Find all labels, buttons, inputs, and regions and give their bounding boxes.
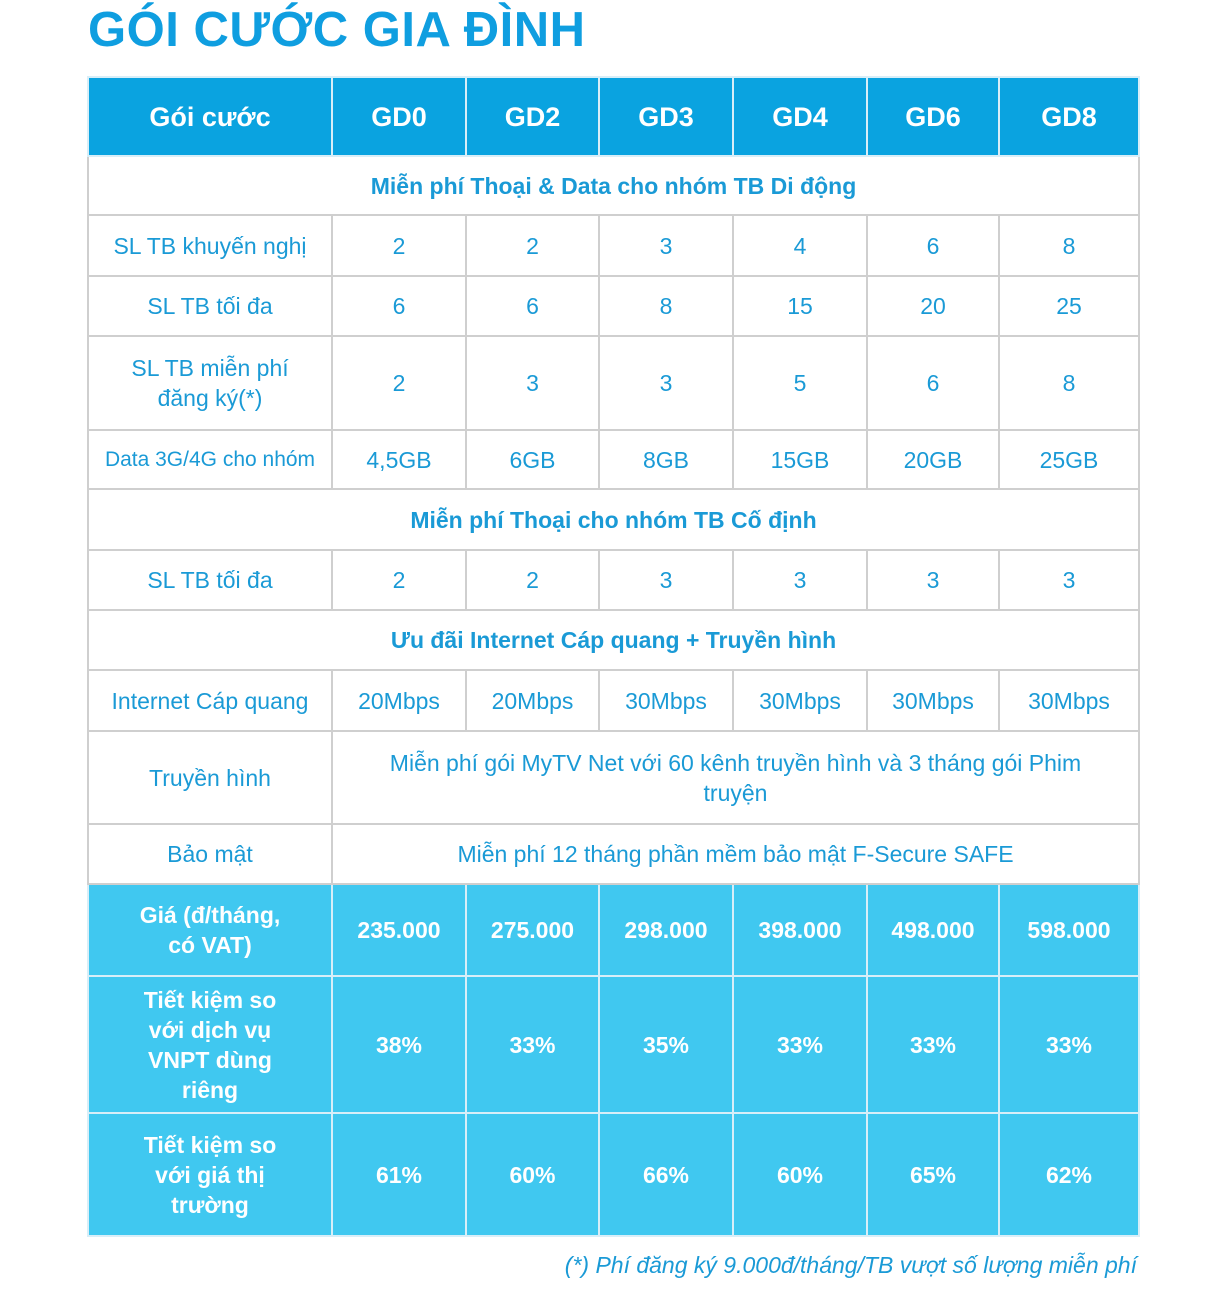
page-title: GÓI CƯỚC GIA ĐÌNH bbox=[88, 3, 586, 57]
table-cell: 60% bbox=[465, 1112, 600, 1237]
table-cell: 33% bbox=[465, 975, 600, 1114]
row-label: Truyền hình bbox=[87, 730, 333, 825]
table-cell: 2 bbox=[465, 549, 600, 611]
table-cell: 35% bbox=[598, 975, 734, 1114]
table-row-recommended: SL TB khuyến nghị 2 2 3 4 6 8 bbox=[87, 214, 1140, 277]
row-label: Giá (đ/tháng, có VAT) bbox=[87, 883, 333, 977]
table-cell: 2 bbox=[465, 214, 600, 277]
table-cell: 25GB bbox=[998, 429, 1140, 490]
table-cell: 3 bbox=[465, 335, 600, 431]
table-cell: 3 bbox=[598, 335, 734, 431]
table-row-free_reg: SL TB miễn phí đăng ký(*) 2 3 3 5 6 8 bbox=[87, 335, 1140, 431]
table-cell: 6GB bbox=[465, 429, 600, 490]
table-row-data: Data 3G/4G cho nhóm 4,5GB 6GB 8GB 15GB 20GB 25… bbox=[87, 429, 1140, 490]
table-cell: 4,5GB bbox=[331, 429, 467, 490]
column-header-gd3: GD3 bbox=[598, 76, 734, 157]
table-cell: 3 bbox=[866, 549, 1000, 611]
column-header-gd0: GD0 bbox=[331, 76, 467, 157]
table-cell: 3 bbox=[598, 549, 734, 611]
table-cell: 20GB bbox=[866, 429, 1000, 490]
section-row: Miễn phí Thoại & Data cho nhóm TB Di độn… bbox=[87, 155, 1140, 216]
table-cell: 4 bbox=[732, 214, 868, 277]
row-label: SL TB miễn phí đăng ký(*) bbox=[87, 335, 333, 431]
table-row-fiber: Internet Cáp quang 20Mbps 20Mbps 30Mbps 30Mb… bbox=[87, 669, 1140, 732]
pricing-table: Gói cước GD0 GD2 GD3 GD4 GD6 GD8 Miễn phí Thoạ… bbox=[87, 76, 1140, 1237]
table-cell: 20 bbox=[866, 275, 1000, 337]
row-label: SL TB tối đa bbox=[87, 549, 333, 611]
table-cell: 30Mbps bbox=[732, 669, 868, 732]
row-label: Internet Cáp quang bbox=[87, 669, 333, 732]
table-cell: 33% bbox=[998, 975, 1140, 1114]
row-label: Tiết kiệm so với dịch vụ VNPT dùng riêng bbox=[87, 975, 333, 1114]
table-cell: 33% bbox=[866, 975, 1000, 1114]
section-title: Miễn phí Thoại & Data cho nhóm TB Di độn… bbox=[87, 155, 1140, 216]
table-cell: 498.000 bbox=[866, 883, 1000, 977]
table-cell: 598.000 bbox=[998, 883, 1140, 977]
section-row: Ưu đãi Internet Cáp quang + Truyền hình bbox=[87, 609, 1140, 671]
table-cell: 30Mbps bbox=[998, 669, 1140, 732]
table-row-price: Giá (đ/tháng, có VAT) 235.000 275.000 298.0… bbox=[87, 883, 1140, 977]
table-cell: 235.000 bbox=[331, 883, 467, 977]
table-cell: 2 bbox=[331, 549, 467, 611]
table-cell: 30Mbps bbox=[598, 669, 734, 732]
table-cell: 6 bbox=[866, 214, 1000, 277]
footnote: (*) Phí đăng ký 9.000đ/tháng/TB vượt số … bbox=[564, 1252, 1137, 1278]
table-row-save_vnpt: Tiết kiệm so với dịch vụ VNPT dùng riêng… bbox=[87, 975, 1140, 1114]
row-label: Data 3G/4G cho nhóm bbox=[87, 429, 333, 490]
header-row: Gói cước GD0 GD2 GD3 GD4 GD6 GD8 bbox=[87, 76, 1140, 157]
table-cell: 298.000 bbox=[598, 883, 734, 977]
table-cell: 61% bbox=[331, 1112, 467, 1237]
table-cell: 6 bbox=[331, 275, 467, 337]
table-cell: 20Mbps bbox=[331, 669, 467, 732]
column-header-gd2: GD2 bbox=[465, 76, 600, 157]
table-row-save_market: Tiết kiệm so với giá thị trường 61% 60% 66%… bbox=[87, 1112, 1140, 1237]
table-cell: 3 bbox=[598, 214, 734, 277]
table-cell: 62% bbox=[998, 1112, 1140, 1237]
table-cell: 8 bbox=[998, 335, 1140, 431]
table-cell: 2 bbox=[331, 335, 467, 431]
table-cell: 25 bbox=[998, 275, 1140, 337]
table-cell: 6 bbox=[465, 275, 600, 337]
table-cell-merged: Miễn phí gói MyTV Net với 60 kênh truyền… bbox=[331, 730, 1140, 825]
table-cell: 65% bbox=[866, 1112, 1000, 1237]
table-cell: 398.000 bbox=[732, 883, 868, 977]
table-cell: 8 bbox=[598, 275, 734, 337]
table-row-max_fixed: SL TB tối đa 2 2 3 3 3 3 bbox=[87, 549, 1140, 611]
table-cell: 8 bbox=[998, 214, 1140, 277]
section-title: Miễn phí Thoại cho nhóm TB Cố định bbox=[87, 488, 1140, 551]
table-cell-merged: Miễn phí 12 tháng phần mềm bảo mật F-Sec… bbox=[331, 823, 1140, 885]
table-row-tv: Truyền hình Miễn phí gói MyTV Net với 60 … bbox=[87, 730, 1140, 825]
row-label: Tiết kiệm so với giá thị trường bbox=[87, 1112, 333, 1237]
section-row: Miễn phí Thoại cho nhóm TB Cố định bbox=[87, 488, 1140, 551]
table-row-max_mobile: SL TB tối đa 6 6 8 15 20 25 bbox=[87, 275, 1140, 337]
section-title: Ưu đãi Internet Cáp quang + Truyền hình bbox=[87, 609, 1140, 671]
table-cell: 8GB bbox=[598, 429, 734, 490]
table-cell: 33% bbox=[732, 975, 868, 1114]
table-cell: 20Mbps bbox=[465, 669, 600, 732]
table-cell: 275.000 bbox=[465, 883, 600, 977]
table-cell: 38% bbox=[331, 975, 467, 1114]
table-cell: 30Mbps bbox=[866, 669, 1000, 732]
row-label: SL TB khuyến nghị bbox=[87, 214, 333, 277]
table-row-security: Bảo mật Miễn phí 12 tháng phần mềm bảo mậ… bbox=[87, 823, 1140, 885]
table-cell: 66% bbox=[598, 1112, 734, 1237]
row-label: SL TB tối đa bbox=[87, 275, 333, 337]
table-cell: 15 bbox=[732, 275, 868, 337]
column-header-gd6: GD6 bbox=[866, 76, 1000, 157]
column-header-gd4: GD4 bbox=[732, 76, 868, 157]
table-cell: 5 bbox=[732, 335, 868, 431]
table-cell: 60% bbox=[732, 1112, 868, 1237]
table-cell: 15GB bbox=[732, 429, 868, 490]
table-cell: 3 bbox=[732, 549, 868, 611]
column-header-package: Gói cước bbox=[87, 76, 333, 157]
table-cell: 6 bbox=[866, 335, 1000, 431]
column-header-gd8: GD8 bbox=[998, 76, 1140, 157]
table-cell: 2 bbox=[331, 214, 467, 277]
row-label: Bảo mật bbox=[87, 823, 333, 885]
table-cell: 3 bbox=[998, 549, 1140, 611]
